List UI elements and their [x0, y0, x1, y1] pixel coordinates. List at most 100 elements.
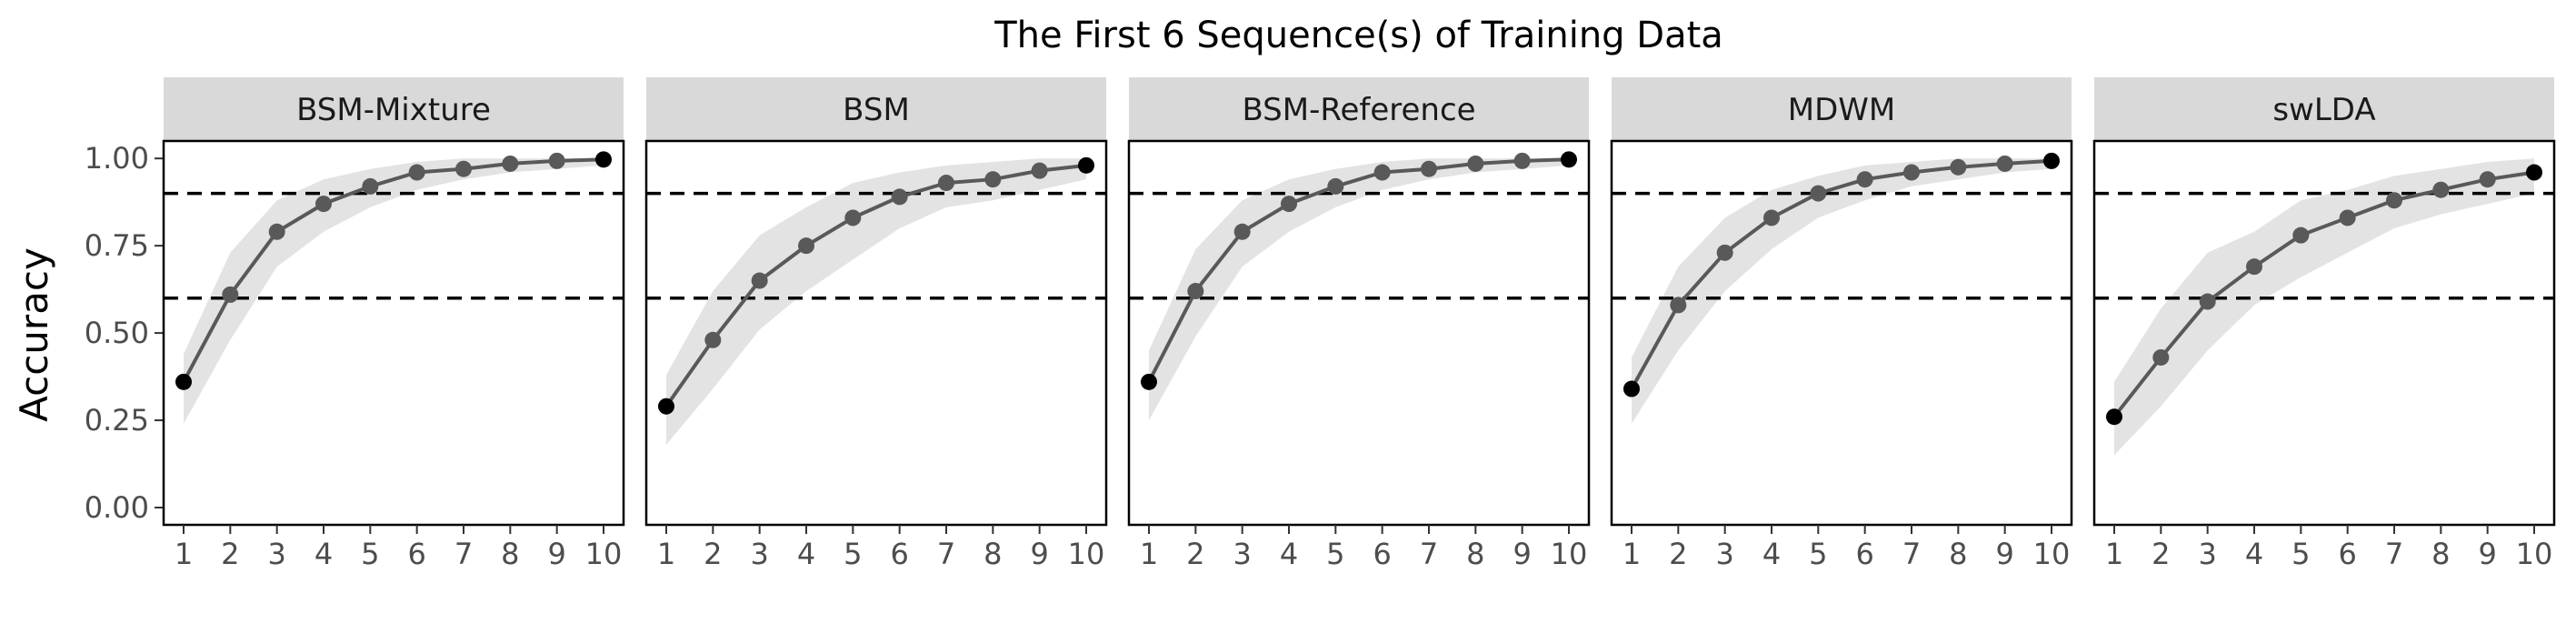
panel-border: [1610, 139, 2073, 527]
x-tick-label: 3: [267, 537, 285, 571]
data-point: [502, 155, 519, 172]
data-point: [2043, 152, 2060, 169]
panel-bsm-reference: BSM-Reference 1 2 3 4 5 6 7 8 9 10: [1127, 77, 1591, 571]
data-point: [1467, 155, 1484, 172]
x-tick-label: 5: [2291, 537, 2310, 571]
x-tick-label: 8: [501, 537, 519, 571]
x-tick-label: 6: [1855, 537, 1873, 571]
confidence-band: [1632, 158, 2052, 424]
x-tick-label: 7: [937, 537, 955, 571]
series-line: [182, 157, 604, 383]
x-tick-label: 10: [1551, 537, 1588, 571]
panel-swlda: swLDA 1 2 3 4 5 6 7 8 9 10: [2092, 77, 2556, 571]
y-tick-label: 0.75: [85, 228, 149, 263]
data-point: [1996, 155, 2013, 172]
x-tick-label: 1: [175, 537, 193, 571]
x-tick-label: 7: [1902, 537, 1921, 571]
x-tick-label: 9: [1995, 537, 2013, 571]
x-tick-label: 6: [890, 537, 908, 571]
data-point: [175, 373, 192, 390]
x-tick-label: 1: [1622, 537, 1641, 571]
x-tick-label: 8: [1949, 537, 1967, 571]
data-point: [1623, 380, 1640, 397]
x-tick-label: 2: [221, 537, 239, 571]
facet-strip: [164, 77, 624, 141]
x-tick-label: 9: [547, 537, 565, 571]
data-point: [1141, 373, 1157, 390]
x-tick-label: 5: [361, 537, 379, 571]
data-point: [1373, 164, 1391, 181]
y-tick-label: 1.00: [85, 141, 149, 176]
panel-border: [1127, 139, 1591, 527]
y-tick-label: 0.50: [85, 316, 149, 350]
series-line: [664, 163, 1087, 408]
data-point: [2339, 209, 2356, 226]
data-point: [2432, 181, 2450, 198]
series-line: [1630, 158, 2052, 390]
data-point: [1716, 244, 1733, 261]
data-point: [1281, 196, 1297, 213]
data-point: [1187, 283, 1204, 300]
x-tick-label: 10: [2516, 537, 2553, 571]
data-point: [222, 286, 239, 303]
data-point: [2106, 408, 2122, 426]
facet-strip-label: swLDA: [2272, 92, 2375, 128]
confidence-band: [2114, 158, 2534, 456]
panel-border: [644, 139, 1108, 527]
x-tick-label: 4: [1280, 537, 1298, 571]
plot-area: [1129, 141, 1589, 525]
data-point: [455, 160, 472, 177]
data-point: [2152, 348, 2170, 366]
x-tick-label: 2: [2152, 537, 2170, 571]
x-tick-label: 9: [2478, 537, 2496, 571]
panel-bsm-mixture: BSM-Mixture 1 2 3 4 5 6 7 8 9 10: [162, 77, 625, 571]
data-point: [1763, 209, 1780, 226]
x-tick-label: 5: [844, 537, 862, 571]
data-point: [2526, 164, 2542, 181]
data-point: [658, 397, 674, 415]
x-tick-label: 7: [454, 537, 473, 571]
data-point: [1078, 156, 1094, 174]
x-tick-label: 7: [2385, 537, 2403, 571]
x-tick-label: 4: [797, 537, 815, 571]
x-tick-label: 4: [1762, 537, 1781, 571]
series-line: [2112, 170, 2535, 418]
facet-strip-label: BSM: [843, 92, 910, 128]
x-tick-label: 6: [2338, 537, 2356, 571]
data-point: [1561, 151, 1577, 168]
facet-strip-label: BSM-Mixture: [296, 92, 491, 128]
x-tick-label: 6: [407, 537, 425, 571]
x-tick-label: 1: [657, 537, 675, 571]
data-point: [1421, 160, 1437, 177]
plot-area: [164, 141, 624, 525]
x-tick-label: 4: [315, 537, 333, 571]
x-tick-label: 5: [1809, 537, 1827, 571]
facet-strip: [646, 77, 1106, 141]
data-point: [1950, 158, 1967, 176]
x-tick-label: 9: [1030, 537, 1048, 571]
x-tick-label: 7: [1420, 537, 1438, 571]
y-axis-label: Accuracy: [12, 247, 56, 422]
facet-strip-label: MDWM: [1788, 92, 1895, 128]
x-tick-label: 4: [2245, 537, 2263, 571]
x-tick-label: 1: [2105, 537, 2123, 571]
data-point: [268, 223, 285, 240]
data-point: [751, 272, 768, 289]
x-tick-label: 6: [1373, 537, 1391, 571]
data-point: [704, 331, 722, 348]
x-tick-label: 3: [750, 537, 768, 571]
data-point: [595, 151, 612, 168]
x-tick-label: 2: [1186, 537, 1204, 571]
data-point: [2479, 171, 2496, 188]
panel-mdwm: MDWM 1 2 3 4 5 6 7 8 9 10: [1610, 77, 2073, 571]
data-point: [1513, 152, 1531, 169]
facet-strip: [2094, 77, 2554, 141]
data-point: [1031, 162, 1048, 179]
x-tick-label: 2: [1669, 537, 1687, 571]
x-tick-label: 3: [2198, 537, 2216, 571]
x-tick-label: 10: [1068, 537, 1105, 571]
data-point: [844, 209, 862, 226]
data-point: [1856, 171, 1873, 188]
data-point: [984, 171, 1002, 188]
